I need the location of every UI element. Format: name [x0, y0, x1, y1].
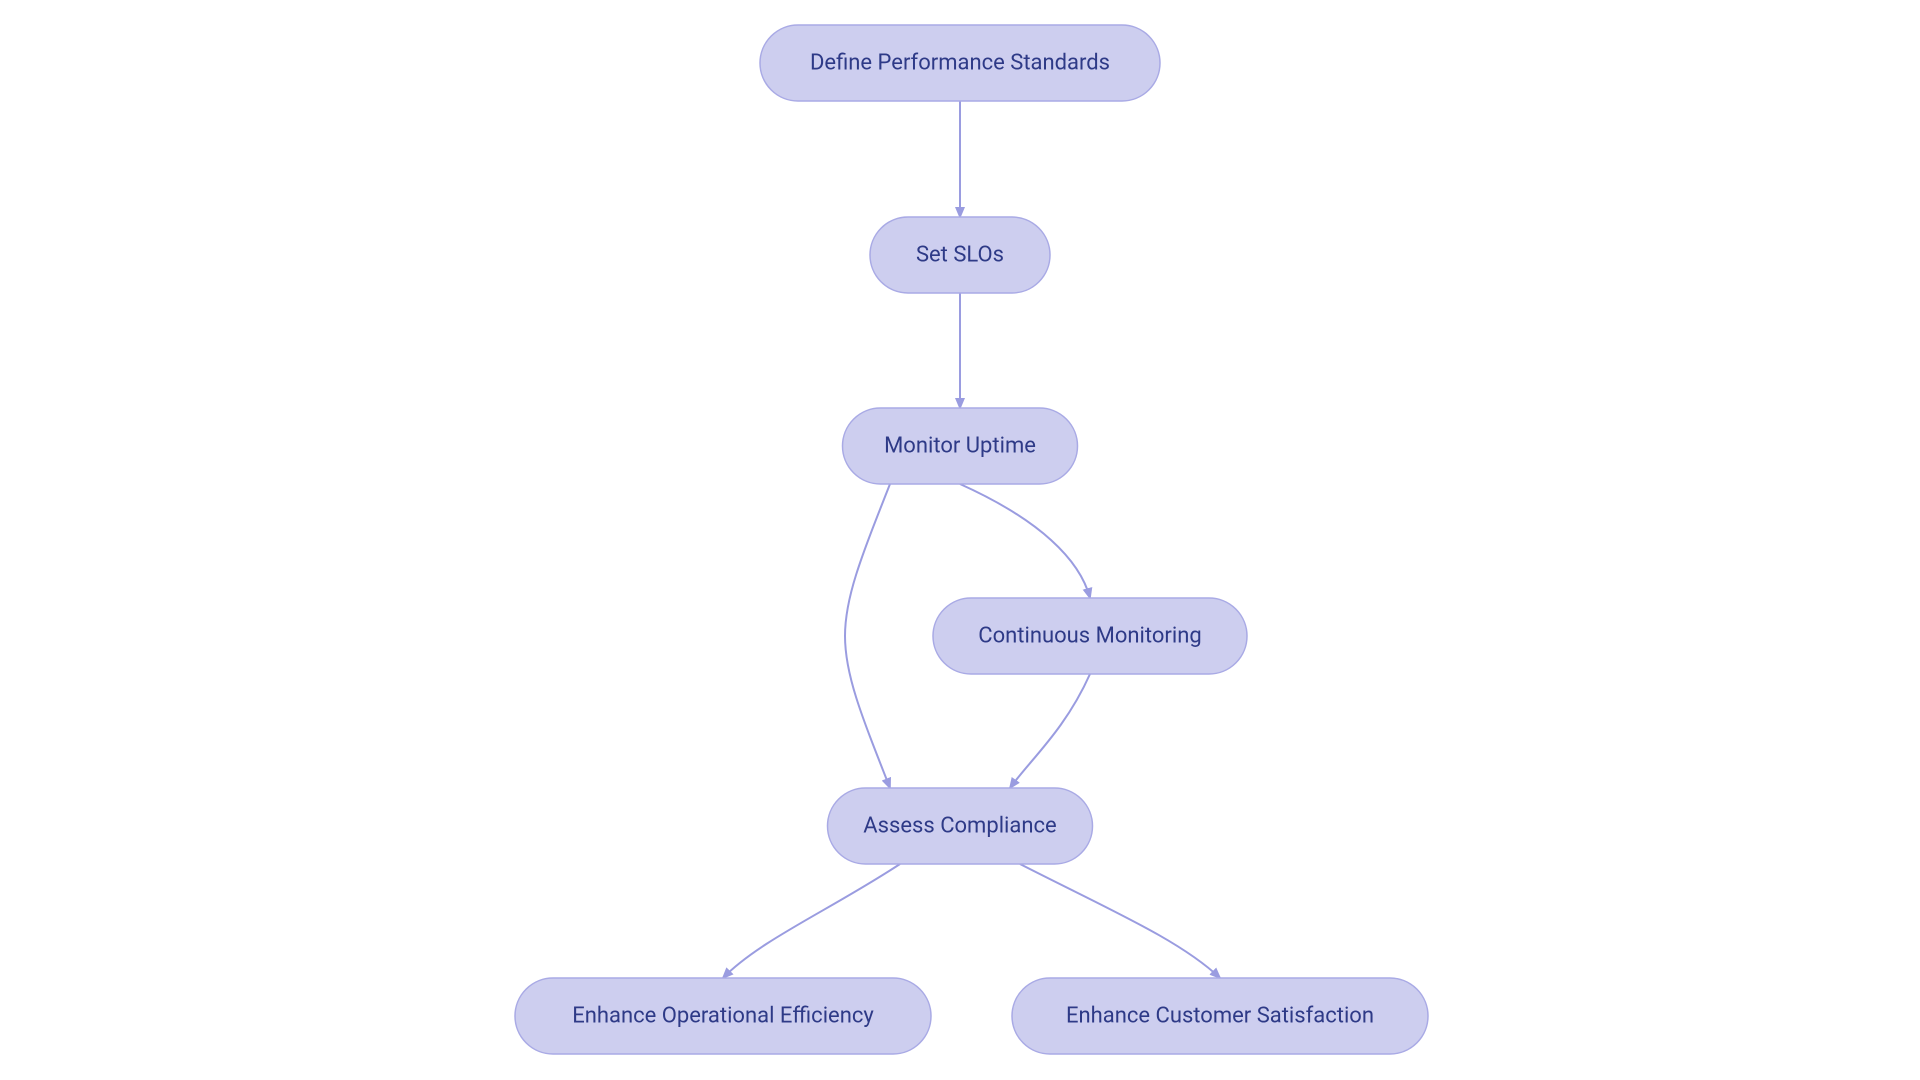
flow-node-label: Enhance Customer Satisfaction — [1066, 1004, 1374, 1029]
flow-node: Define Performance Standards — [760, 25, 1160, 101]
flow-node: Monitor Uptime — [843, 408, 1078, 484]
flow-node-label: Define Performance Standards — [810, 51, 1110, 76]
flow-edge — [1020, 864, 1220, 978]
flow-node-label: Assess Compliance — [863, 814, 1056, 839]
flow-node-label: Monitor Uptime — [884, 434, 1036, 459]
flow-edge — [723, 864, 900, 978]
flow-node: Continuous Monitoring — [933, 598, 1247, 674]
flow-node-label: Continuous Monitoring — [978, 624, 1201, 649]
flow-node-label: Set SLOs — [916, 243, 1004, 268]
flow-edge — [845, 484, 890, 788]
flow-node: Assess Compliance — [828, 788, 1093, 864]
nodes-layer: Define Performance Standards Set SLOs Moni… — [515, 25, 1428, 1054]
flow-node-label: Enhance Operational Efficiency — [572, 1004, 874, 1029]
flow-edge — [960, 484, 1090, 598]
flowchart-canvas: Define Performance Standards Set SLOs Moni… — [0, 0, 1920, 1080]
flow-node: Enhance Operational Efficiency — [515, 978, 931, 1054]
flow-node: Enhance Customer Satisfaction — [1012, 978, 1428, 1054]
flow-node: Set SLOs — [870, 217, 1050, 293]
flow-edge — [1010, 674, 1090, 788]
